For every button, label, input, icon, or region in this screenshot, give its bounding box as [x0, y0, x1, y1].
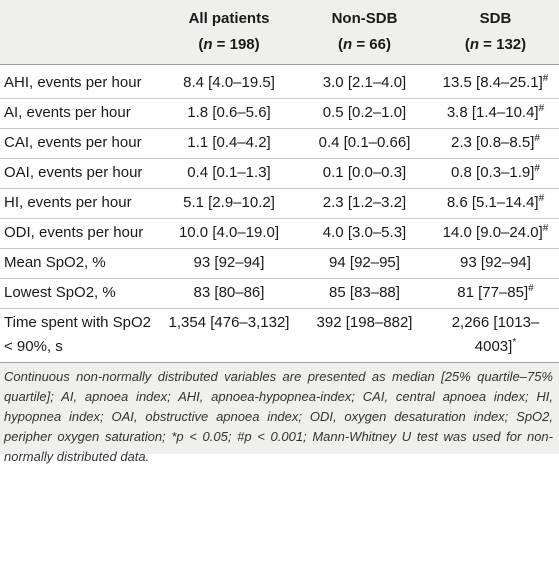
- cell-non-sdb-value: 2.3 [1.2–3.2]: [322, 194, 407, 211]
- table-row: OAI, events per hour 0.4 [0.1–1.3] 0.1 [0.…: [0, 158, 559, 189]
- table-row: Lowest SpO2, % 83 [80–86] 85 [83–88] 81 [77…: [0, 278, 559, 309]
- cell-sdb: 3.8 [1.4–10.4]#: [432, 98, 559, 129]
- cell-sdb-value: 93 [92–94]: [460, 254, 531, 271]
- cell-sdb: 2.3 [0.8–8.5]#: [432, 128, 559, 159]
- cell-all-patients-value: 0.4 [0.1–1.3]: [187, 164, 271, 181]
- row-label: AHI, events per hour: [0, 64, 161, 99]
- row-label: Time spent with SpO2 < 90%, s: [0, 308, 161, 362]
- row-label: ODI, events per hour: [0, 218, 161, 249]
- cell-non-sdb-value: 3.0 [2.1–4.0]: [322, 74, 407, 91]
- cell-all-patients-value: 1,354 [476–3,132]: [168, 314, 290, 331]
- cell-all-patients: 5.1 [2.9–10.2]: [161, 188, 297, 219]
- cell-sdb: 8.6 [5.1–14.4]#: [432, 188, 559, 219]
- cell-all-patients: 83 [80–86]: [161, 278, 297, 309]
- cell-sdb-value: 81 [77–85]: [457, 284, 529, 301]
- cell-sdb: 2,266 [1013–4003]*: [432, 308, 559, 362]
- cell-sdb-value: 2,266 [1013–4003]: [451, 314, 540, 355]
- cell-all-patients-value: 83 [80–86]: [193, 284, 265, 301]
- significance-mark: #: [542, 223, 549, 234]
- cell-sdb-value: 14.0 [9.0–24.0]: [442, 224, 543, 241]
- cell-all-patients: 93 [92–94]: [161, 248, 297, 279]
- cell-all-patients-value: 5.1 [2.9–10.2]: [183, 194, 275, 211]
- header-non-n: (n = 66): [338, 36, 391, 53]
- table-row: AHI, events per hour 8.4 [4.0–19.5] 3.0 [2…: [0, 64, 559, 99]
- significance-mark: #: [528, 283, 534, 294]
- table-header: All patients (n = 198) Non-SDB (n = 66) …: [0, 0, 559, 65]
- table-footnote: Continuous non-normally distributed vari…: [0, 362, 559, 464]
- table-row: CAI, events per hour 1.1 [0.4–4.2] 0.4 [0.…: [0, 128, 559, 159]
- cell-all-patients: 1,354 [476–3,132]: [161, 308, 297, 362]
- cell-non-sdb: 0.1 [0.0–0.3]: [297, 158, 432, 189]
- table-row: Time spent with SpO2 < 90%, s 1,354 [476–…: [0, 308, 559, 362]
- header-all-patients: All patients (n = 198): [161, 0, 297, 65]
- cell-non-sdb: 0.4 [0.1–0.66]: [297, 128, 432, 159]
- cell-sdb-value: 2.3 [0.8–8.5]: [451, 134, 535, 151]
- header-non-sdb: Non-SDB (n = 66): [297, 0, 432, 65]
- cell-all-patients-value: 10.0 [4.0–19.0]: [178, 224, 280, 241]
- cell-all-patients: 0.4 [0.1–1.3]: [161, 158, 297, 189]
- table-row: ODI, events per hour 10.0 [4.0–19.0] 4.0 […: [0, 218, 559, 249]
- row-label: Lowest SpO2, %: [0, 278, 161, 309]
- row-label: AI, events per hour: [0, 98, 161, 129]
- cell-non-sdb-value: 4.0 [3.0–5.3]: [322, 224, 407, 241]
- header-sdb-title: SDB: [479, 10, 512, 27]
- significance-mark: #: [538, 193, 545, 204]
- cell-non-sdb-value: 392 [198–882]: [316, 314, 413, 331]
- header-sdb: SDB (n = 132): [432, 0, 559, 65]
- cell-non-sdb-value: 85 [83–88]: [329, 284, 400, 301]
- cell-sdb-value: 3.8 [1.4–10.4]: [446, 104, 539, 121]
- table-row: Mean SpO2, % 93 [92–94] 94 [92–95] 93 [92–9…: [0, 248, 559, 279]
- cell-all-patients: 1.1 [0.4–4.2]: [161, 128, 297, 159]
- cell-non-sdb-value: 0.4 [0.1–0.66]: [318, 134, 411, 151]
- row-label: HI, events per hour: [0, 188, 161, 219]
- cell-non-sdb-value: 0.1 [0.0–0.3]: [322, 164, 407, 181]
- cell-sdb-value: 13.5 [8.4–25.1]: [442, 74, 543, 91]
- cell-sdb: 0.8 [0.3–1.9]#: [432, 158, 559, 189]
- significance-mark: #: [542, 73, 549, 84]
- results-table: All patients (n = 198) Non-SDB (n = 66) …: [0, 0, 559, 362]
- significance-mark: #: [538, 103, 545, 114]
- header-all-title: All patients: [188, 10, 270, 27]
- header-sdb-n: (n = 132): [464, 36, 527, 53]
- cell-sdb: 14.0 [9.0–24.0]#: [432, 218, 559, 249]
- cell-non-sdb: 3.0 [2.1–4.0]: [297, 64, 432, 99]
- header-row: All patients (n = 198) Non-SDB (n = 66) …: [0, 0, 559, 65]
- cell-all-patients-value: 1.8 [0.6–5.6]: [187, 104, 271, 121]
- cell-non-sdb-value: 0.5 [0.2–1.0]: [322, 104, 407, 121]
- header-non-title: Non-SDB: [331, 10, 398, 27]
- cell-non-sdb: 0.5 [0.2–1.0]: [297, 98, 432, 129]
- table-row: HI, events per hour 5.1 [2.9–10.2] 2.3 [1.…: [0, 188, 559, 219]
- header-empty: [0, 0, 161, 65]
- significance-mark: #: [534, 133, 540, 144]
- significance-mark: #: [534, 163, 540, 174]
- cell-sdb: 93 [92–94]: [432, 248, 559, 279]
- cell-non-sdb-value: 94 [92–95]: [329, 254, 400, 271]
- row-label: Mean SpO2, %: [0, 248, 161, 279]
- cell-all-patients-value: 8.4 [4.0–19.5]: [183, 74, 275, 91]
- header-all-n: (n = 198): [198, 36, 260, 53]
- cell-all-patients: 8.4 [4.0–19.5]: [161, 64, 297, 99]
- row-label: OAI, events per hour: [0, 158, 161, 189]
- cell-sdb: 81 [77–85]#: [432, 278, 559, 309]
- table-row: AI, events per hour 1.8 [0.6–5.6] 0.5 [0.2…: [0, 98, 559, 129]
- significance-mark: *: [512, 337, 517, 348]
- cell-sdb-value: 8.6 [5.1–14.4]: [446, 194, 539, 211]
- cell-all-patients-value: 93 [92–94]: [193, 254, 265, 271]
- cell-all-patients-value: 1.1 [0.4–4.2]: [187, 134, 271, 151]
- cell-non-sdb: 2.3 [1.2–3.2]: [297, 188, 432, 219]
- cell-non-sdb: 94 [92–95]: [297, 248, 432, 279]
- cell-sdb: 13.5 [8.4–25.1]#: [432, 64, 559, 99]
- cell-non-sdb: 392 [198–882]: [297, 308, 432, 362]
- row-label: CAI, events per hour: [0, 128, 161, 159]
- cell-all-patients: 1.8 [0.6–5.6]: [161, 98, 297, 129]
- table-body: AHI, events per hour 8.4 [4.0–19.5] 3.0 [2…: [0, 64, 559, 362]
- cell-non-sdb: 85 [83–88]: [297, 278, 432, 309]
- cell-sdb-value: 0.8 [0.3–1.9]: [451, 164, 535, 181]
- cell-non-sdb: 4.0 [3.0–5.3]: [297, 218, 432, 249]
- cell-all-patients: 10.0 [4.0–19.0]: [161, 218, 297, 249]
